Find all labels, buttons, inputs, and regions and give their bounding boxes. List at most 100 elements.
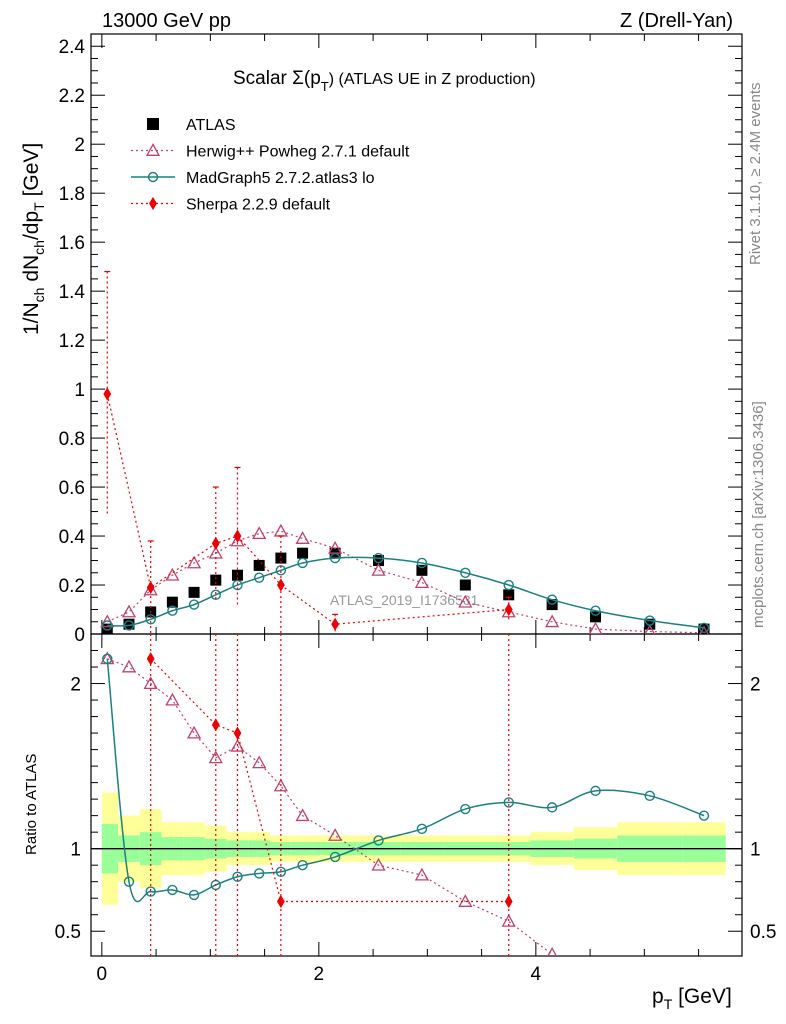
- data-point-diamond: [149, 196, 157, 211]
- data-point-circle: [416, 557, 428, 569]
- x-tick-label: 2: [314, 964, 325, 985]
- data-point-circle: [297, 859, 308, 871]
- main-y-tick-label: 1: [74, 380, 85, 401]
- data-point-diamond: [276, 894, 285, 909]
- legend-label: MadGraph5 2.7.2.atlas3 lo: [186, 170, 375, 187]
- ratio-y-tick-label: 1: [70, 840, 81, 861]
- ratio-data: [100, 634, 710, 956]
- ratio-ticks: 0.5 0.5 1 1 2 2 0 2 4: [55, 634, 776, 985]
- legend: ATLAS Herwig++ Powheg 2.7.1 default MadGra…: [131, 117, 410, 214]
- data-point-circle: [102, 620, 113, 631]
- data-point-circle: [373, 552, 384, 564]
- data-point-circle: [503, 579, 514, 591]
- data-point-diamond: [331, 617, 340, 631]
- header-left: 13000 GeV pp: [102, 10, 231, 32]
- main-y-tick-label: 2.4: [59, 37, 86, 58]
- data-point-circle: [644, 615, 655, 626]
- x-axis-label: pT [GeV]: [652, 985, 732, 1012]
- series-line: [106, 393, 509, 625]
- main-y-tick-label: 0: [74, 625, 85, 646]
- main-y-tick-label: 1.2: [59, 331, 85, 352]
- ratio-y-tick-label-right: 1: [750, 840, 761, 861]
- data-point-circle: [590, 605, 601, 616]
- series-line: [107, 556, 705, 629]
- main-y-tick-label: 1.8: [59, 184, 85, 205]
- main-y-ticks: 0 0.2 0.4 0.6 0.8 1 1.2 1.4 1.6 1.8 2 2.2 2.4: [59, 34, 742, 646]
- data-point-triangle: [501, 604, 516, 618]
- watermark: ATLAS_2019_I1736531: [330, 592, 479, 608]
- main-y-tick-label: 0.2: [59, 576, 85, 597]
- data-point-circle: [275, 565, 287, 576]
- data-point-circle: [253, 572, 265, 583]
- data-point-circle: [329, 851, 341, 863]
- data-point-triangle: [121, 604, 137, 618]
- data-point-square: [188, 586, 200, 598]
- data-point-triangle: [165, 692, 180, 706]
- data-point-triangle: [501, 913, 516, 927]
- legend-label: Sherpa 2.2.9 default: [186, 197, 331, 214]
- data-point-diamond: [146, 580, 155, 595]
- data-point-triangle: [328, 828, 343, 841]
- ratio-panel-frame: [90, 633, 743, 957]
- data-point-triangle: [414, 867, 430, 881]
- data-point-circle: [188, 889, 200, 901]
- data-point-square: [644, 618, 656, 630]
- data-point-triangle: [186, 555, 202, 569]
- data-point-diamond: [504, 602, 513, 617]
- data-point-circle: [416, 823, 428, 835]
- data-point-circle: [644, 790, 655, 802]
- data-point-circle: [167, 884, 178, 896]
- data-point-diamond: [103, 387, 112, 401]
- data-point-square: [123, 618, 135, 630]
- data-point-circle: [123, 876, 135, 887]
- data-point-triangle: [100, 614, 115, 628]
- main-y-tick-label: 2.2: [59, 86, 85, 107]
- data-point-circle: [546, 802, 558, 813]
- data-point-circle: [329, 552, 341, 564]
- data-point-circle: [546, 594, 558, 605]
- ratio-series-line: [107, 658, 553, 955]
- data-point-square: [373, 555, 385, 567]
- data-point-triangle: [252, 755, 267, 769]
- data-point-circle: [460, 803, 471, 815]
- ratio-y-tick-label-right: 0.5: [750, 922, 776, 943]
- data-point-triangle: [545, 614, 560, 628]
- main-y-axis-label: 1/Nch dNch/dpT [GeV]: [20, 143, 47, 335]
- data-point-square: [275, 552, 287, 564]
- data-point-circle: [145, 614, 156, 625]
- data-point-circle: [147, 171, 159, 183]
- data-point-circle: [460, 567, 471, 578]
- data-point-diamond: [211, 718, 220, 732]
- data-point-circle: [188, 599, 200, 610]
- ratio-y-tick-label: 0.5: [55, 922, 81, 943]
- x-tick-label: 4: [531, 964, 542, 985]
- data-point-triangle: [371, 857, 386, 871]
- data-point-square: [459, 579, 471, 591]
- data-point-square: [590, 611, 602, 623]
- data-point-diamond: [233, 726, 242, 740]
- main-y-tick-label: 2: [74, 135, 85, 156]
- ratio-y-axis-label: Ratio to ATLAS: [23, 754, 40, 855]
- data-point-triangle: [371, 562, 386, 576]
- data-point-diamond: [233, 529, 242, 543]
- data-point-square: [297, 547, 309, 559]
- data-point-circle: [698, 810, 710, 821]
- data-point-triangle: [295, 531, 310, 544]
- data-point-circle: [102, 653, 113, 664]
- data-point-circle: [253, 868, 265, 879]
- data-point-square: [166, 596, 178, 608]
- data-point-triangle: [458, 594, 473, 608]
- data-point-circle: [590, 785, 601, 797]
- ratio-y-tick-label-right: 2: [750, 675, 761, 696]
- data-point-square: [253, 559, 265, 571]
- data-point-diamond: [504, 894, 513, 909]
- data-point-triangle: [186, 725, 202, 739]
- plot-title: Scalar Σ(pT) (ATLAS UE in Z production): [233, 68, 536, 94]
- data-point-circle: [123, 620, 135, 631]
- data-point-diamond: [276, 578, 285, 592]
- data-point-triangle: [547, 947, 558, 956]
- ratio-series-line: [106, 658, 705, 903]
- main-y-tick-label: 0.4: [59, 527, 86, 548]
- data-point-square: [210, 574, 222, 586]
- data-point-circle: [698, 622, 710, 634]
